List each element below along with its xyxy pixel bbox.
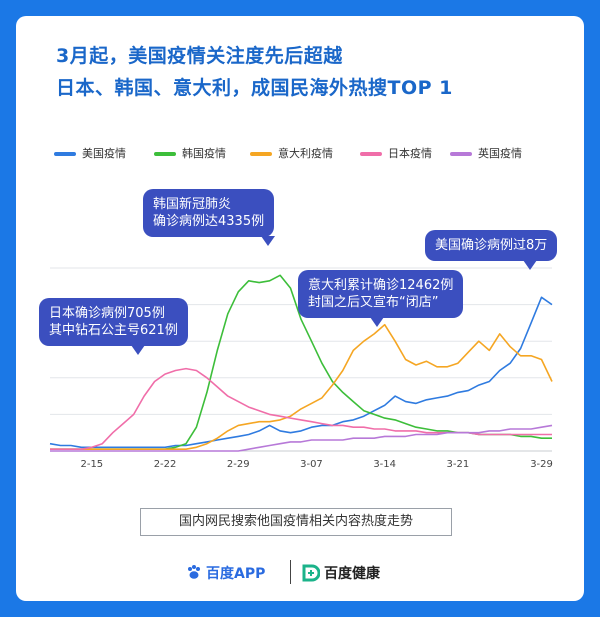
footer-brands: 百度APP 百度健康 [186,560,426,586]
annotation-japan: 日本确诊病例705例 其中钻石公主号621例 [39,298,188,355]
legend-item: 韩国疫情 [154,146,226,162]
annotation-japan-line-2: 其中钻石公主号621例 [49,323,178,338]
title-line-1: 3月起，美国疫情关注度先后超越 [56,45,343,67]
legend-swatch [250,152,272,156]
annotation-korea-line-1: 韩国新冠肺炎 [153,197,232,212]
legend-label: 英国疫情 [478,147,522,160]
x-tick-label: 3-21 [447,459,470,470]
brand-baidu-app: 百度APP [206,566,266,582]
legend-item: 日本疫情 [360,146,432,162]
legend-label: 日本疫情 [388,147,432,160]
x-tick-label: 3-07 [300,459,323,470]
series-line [49,296,553,449]
series-line [50,424,553,452]
title-line-2: 日本、韩国、意大利，成国民海外热搜TOP 1 [56,77,453,99]
annotation-usa: 美国确诊病例过8万 [425,230,558,270]
x-tick-label: 2-15 [80,459,103,470]
footer-divider [290,560,291,584]
legend-swatch [154,152,176,156]
baidu-app-logo: 百度APP [186,563,265,583]
annotation-japan-line-1: 日本确诊病例705例 [49,306,165,321]
legend-label: 美国疫情 [82,147,126,160]
brand-baidu-health: 百度健康 [324,566,380,582]
annotation-korea: 韩国新冠肺炎 确诊病例达4335例 [143,189,276,246]
chart-legend: 美国疫情 韩国疫情 意大利疫情 日本疫情 英国疫情 [54,146,554,162]
legend-label: 韩国疫情 [182,147,226,160]
annotation-italy: 意大利累计确诊12462例 封国之后又宣布“闭店” [298,270,464,327]
baidu-paw-icon [188,565,200,579]
annotation-italy-line-1: 意大利累计确诊12462例 [308,278,454,293]
x-tick-label: 2-29 [227,459,250,470]
legend-item: 英国疫情 [450,146,522,162]
annotation-korea-line-2: 确诊病例达4335例 [153,214,265,229]
legend-label: 意大利疫情 [278,147,333,160]
chart-subtitle: 国内网民搜索他国疫情相关内容热度走势 [140,508,452,536]
legend-swatch [450,152,472,156]
baidu-health-logo: 百度健康 [302,563,380,583]
baidu-health-icon [302,564,320,582]
page-title: 3月起，美国疫情关注度先后超越 日本、韩国、意大利，成国民海外热搜TOP 1 [56,40,556,104]
x-tick-label: 3-29 [530,459,553,470]
legend-item: 意大利疫情 [250,146,333,162]
series-line [50,323,553,450]
annotation-usa-line-1: 美国确诊病例过8万 [435,238,548,253]
legend-item: 美国疫情 [54,146,126,162]
annotation-italy-line-2: 封国之后又宣布“闭店” [308,295,439,310]
legend-swatch [360,152,382,156]
x-tick-label: 2-22 [154,459,177,470]
legend-swatch [54,152,76,156]
x-tick-label: 3-14 [373,459,396,470]
